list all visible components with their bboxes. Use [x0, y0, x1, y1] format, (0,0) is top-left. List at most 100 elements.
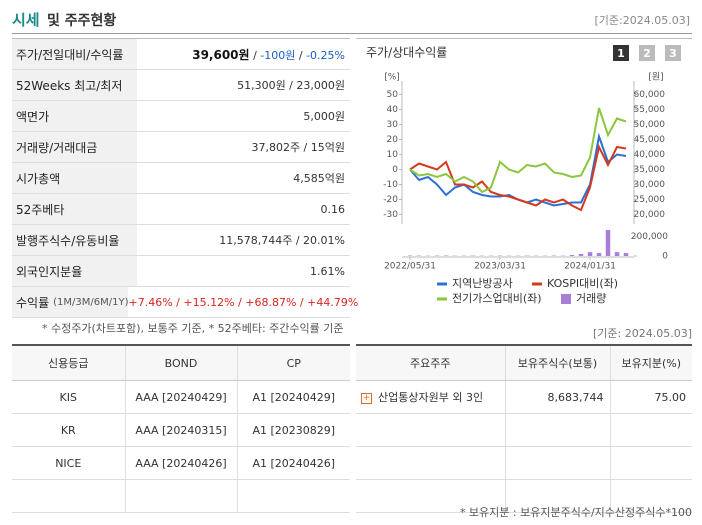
- tab-button-label[interactable]: 1: [617, 47, 625, 60]
- row-label: 수익률 (1M/3M/6M/1Y): [12, 287, 129, 317]
- y-tick-label: -10: [383, 180, 398, 190]
- value-part: /: [234, 295, 246, 309]
- table-body: + 산업통상자원부 외 3인 8,683,744 75.00: [356, 380, 692, 513]
- summary-row: 주가/전일대비/수익률 39,600원 / -100원 / -0.25%: [12, 39, 350, 70]
- tab-button-label[interactable]: 2: [643, 47, 651, 60]
- summary-row: 시가총액 4,585억원: [12, 163, 350, 194]
- value-part: +44.79%: [307, 295, 359, 309]
- row-value: 39,600원 / -100원 / -0.25%: [137, 46, 350, 63]
- value-text: 0.16: [320, 202, 346, 216]
- value-part: 39,600원: [192, 47, 250, 62]
- row-value: +7.46% / +15.12% / +68.87% / +44.79%: [128, 296, 363, 309]
- expand-icon: +: [361, 392, 372, 404]
- tab-button-label[interactable]: 3: [669, 47, 677, 60]
- y-tick-label: 20: [387, 135, 399, 145]
- value-part: +68.87%: [245, 295, 297, 309]
- summary-note: * 수정주가(차트포함), 보통주 기준, * 52주베타: 주간수익률 기준: [42, 322, 344, 335]
- empty-row: [356, 446, 692, 480]
- base-date: [기준: 2024.05.03]: [592, 327, 692, 340]
- divider: [12, 33, 692, 34]
- table-body: KIS AAA [20240429] A1 [20240429] KR AAA [202…: [12, 380, 350, 513]
- row-label: 시가총액: [12, 163, 137, 193]
- y2-tick-label: 55,000: [634, 105, 666, 115]
- row-value: 37,802주 / 15억원: [137, 139, 350, 155]
- legend-label: 지역난방공사: [452, 277, 513, 290]
- cell-text: 8,683,744: [547, 390, 604, 404]
- cell-text: KR: [60, 423, 76, 437]
- value-part: +7.46%: [128, 295, 173, 309]
- row-label: 발행주식수/유동비율: [12, 225, 137, 255]
- volume-bar: [569, 255, 575, 256]
- holders-note: * 보유지분 : 보유지분주식수/지수산정주식수*100: [459, 506, 692, 519]
- cell-text: AAA [20240315]: [135, 423, 227, 437]
- column-header: 신용등급: [12, 344, 125, 381]
- volume-bar: [605, 229, 611, 256]
- label-text: 액면가: [16, 109, 50, 124]
- table-cell: A1 [20240426]: [236, 446, 350, 480]
- y2-tick-label: 45,000: [634, 135, 666, 145]
- tab-button[interactable]: [665, 45, 681, 61]
- empty-row: [356, 479, 692, 513]
- x-tick-label: 2022/05/31: [384, 262, 436, 272]
- legend-swatch: [561, 294, 571, 304]
- section-title: 시세: [12, 11, 40, 29]
- y2-tick-label: 35,000: [634, 165, 666, 175]
- cell-text: A1 [20240426]: [252, 456, 336, 470]
- tab-button[interactable]: [613, 45, 629, 61]
- x-tick-label: 2023/03/31: [474, 262, 526, 272]
- table-row: KIS AAA [20240429] A1 [20240429]: [12, 380, 350, 414]
- value-part: -0.25%: [306, 48, 345, 62]
- row-value: 4,585억원: [137, 170, 350, 186]
- table-cell: A1 [20230829]: [236, 413, 350, 447]
- credit-table: 신용등급 BOND CP KIS AAA [20240429] A1 [20240429…: [12, 344, 350, 513]
- summary-row: 발행주식수/유동비율 11,578,744주 / 20.01%: [12, 225, 350, 256]
- tab-button[interactable]: [639, 45, 655, 61]
- summary-row: 52주베타 0.16: [12, 194, 350, 225]
- legend-label: 거래량: [576, 292, 606, 305]
- volume-bar: [623, 253, 629, 256]
- label-text: 발행주식수/유동비율: [16, 233, 120, 248]
- column-header: 보유주식수(보통): [504, 344, 610, 381]
- table-row: + 산업통상자원부 외 3인 8,683,744 75.00: [356, 380, 692, 414]
- row-label: 액면가: [12, 101, 137, 131]
- y-tick-label: -20: [383, 195, 398, 205]
- legend-label: 전기가스업대비(좌): [452, 292, 542, 305]
- summary-row: 액면가 5,000원: [12, 101, 350, 132]
- column-header: CP: [236, 344, 350, 381]
- series-line: [409, 144, 627, 212]
- value-part: -100원: [260, 48, 296, 62]
- y2-tick-label: 30,000: [634, 180, 666, 190]
- value-part: /: [295, 48, 307, 62]
- summary-row: 수익률 (1M/3M/6M/1Y) +7.46% / +15.12% / +68.8…: [12, 287, 358, 318]
- cell-text: 산업통상자원부 외 3인: [378, 391, 484, 404]
- value-text: 11,578,744주 / 20.01%: [219, 234, 345, 247]
- summary-row: 거래량/거래대금 37,802주 / 15억원: [12, 132, 350, 163]
- label-text: 주가/전일대비/수익률: [16, 47, 124, 62]
- cell-text: A1 [20240429]: [252, 390, 336, 404]
- label-text: 시가총액: [16, 171, 61, 186]
- label-note: (1M/3M/6M/1Y): [53, 296, 129, 308]
- table-cell: A1 [20240429]: [236, 380, 350, 414]
- cell-text: KIS: [59, 390, 77, 404]
- y2-tick-label: 50,000: [634, 120, 666, 130]
- base-date: [기준:2024.05.03]: [594, 14, 690, 27]
- cell-text: 75.00: [654, 390, 687, 404]
- row-value: 51,300원 / 23,000원: [137, 77, 350, 93]
- table-row: KR AAA [20240315] A1 [20230829]: [12, 413, 350, 447]
- row-label: 주가/전일대비/수익률: [12, 39, 137, 69]
- series-line: [409, 107, 627, 194]
- table-row: NICE AAA [20240426] A1 [20240426]: [12, 446, 350, 480]
- table-cell: NICE: [12, 446, 125, 480]
- chart: 주가/상대수익률 1 2 3 [%] [원] 50 40 30 20 10 0 -10 -20 -30 60,…: [366, 45, 681, 305]
- y-tick-label: 10: [387, 150, 399, 160]
- column-header: 주요주주: [356, 344, 505, 381]
- label-text: 수익률: [16, 295, 50, 310]
- row-value: 1.61%: [137, 265, 350, 278]
- y3-tick-label: 0: [662, 252, 668, 262]
- y2-tick-label: 60,000: [634, 90, 666, 100]
- table-cell: KIS: [12, 380, 125, 414]
- value-part: /: [296, 295, 308, 309]
- row-value: 0.16: [137, 203, 350, 216]
- y3-tick-label: 200,000: [631, 232, 668, 242]
- empty-row: [356, 413, 692, 447]
